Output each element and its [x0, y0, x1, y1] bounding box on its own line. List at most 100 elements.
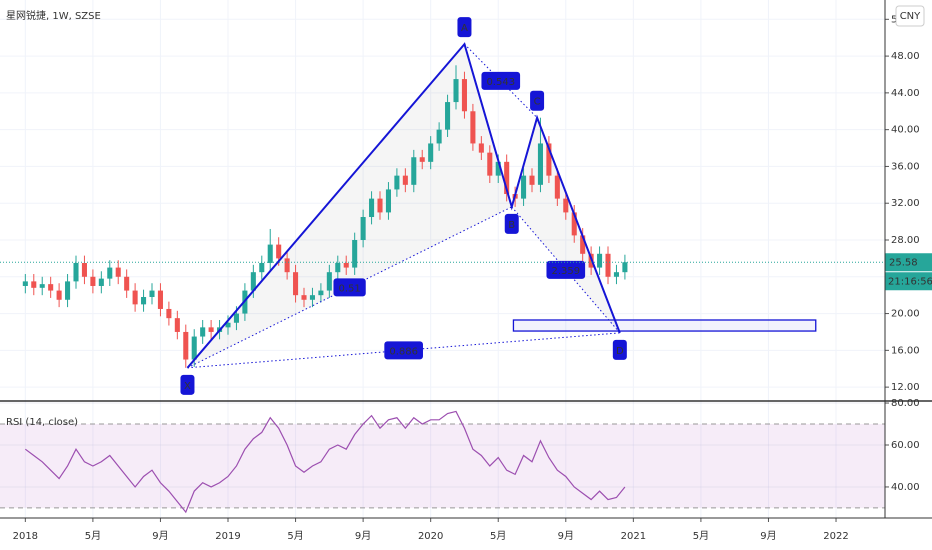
price-mask — [886, 0, 932, 8]
candle-body — [605, 253, 611, 277]
candle-body — [546, 143, 552, 176]
candle-body — [394, 175, 400, 190]
currency-label: CNY — [900, 11, 921, 22]
candle-body — [208, 327, 214, 332]
point-box — [180, 374, 195, 395]
candle-body — [81, 262, 87, 277]
rsi-title: RSI (14, close) — [6, 417, 78, 428]
candle-body — [537, 143, 543, 185]
y-tick-label: 80.00 — [891, 398, 920, 409]
point-box — [530, 90, 545, 111]
countdown-box — [885, 272, 932, 291]
point-box — [457, 17, 472, 38]
ratio-box — [384, 341, 423, 360]
candle-body — [529, 175, 535, 185]
candle-body — [352, 240, 358, 268]
x-tick-label: 2022 — [823, 531, 848, 542]
x-tick-label: 2019 — [215, 531, 240, 542]
ratio-label: 0.51 — [338, 283, 360, 294]
x-tick-label: 5月 — [287, 530, 303, 542]
point-label: C — [534, 97, 541, 108]
y-tick-label: 16.00 — [891, 345, 920, 356]
candle-body — [174, 318, 180, 332]
candle-body — [419, 157, 425, 162]
point-label: D — [616, 346, 624, 357]
candle-body — [385, 189, 391, 213]
x-tick-label: 9月 — [760, 530, 776, 542]
candle-body — [613, 272, 619, 277]
candle-body — [39, 284, 45, 288]
candle-body — [335, 262, 341, 273]
y-tick-label: 48.00 — [891, 51, 920, 62]
candle-body — [56, 290, 62, 300]
candle-body — [461, 79, 467, 112]
point-box — [612, 339, 627, 360]
candle-body — [259, 262, 265, 273]
last-price-label: 25.58 — [889, 257, 918, 268]
point-label: X — [184, 381, 191, 392]
symbol-title: 星网锐捷, 1W, SZSE — [6, 9, 101, 22]
candle-body — [115, 267, 121, 277]
candle-body — [124, 276, 130, 291]
price-pane: 0.543 0.51 2.359 0.886 X A B C D — [0, 17, 885, 395]
candle-body — [411, 157, 417, 185]
ratio-box — [546, 260, 586, 279]
candle-body — [107, 267, 113, 279]
candle-body — [132, 290, 138, 305]
point-box — [504, 213, 519, 234]
candle-body — [200, 327, 206, 337]
candle-body — [157, 290, 163, 309]
y-tick-label: 12.00 — [891, 382, 920, 393]
candle-body — [149, 290, 155, 298]
y-tick-label: 36.00 — [891, 161, 920, 172]
candle-body — [284, 258, 290, 273]
candle-body — [580, 235, 586, 254]
rsi-line — [24, 410, 626, 514]
currency-box — [895, 5, 925, 27]
ratio-box — [333, 278, 366, 297]
last-price-box — [885, 253, 932, 272]
candle-body — [453, 79, 459, 103]
candle-body — [225, 322, 231, 328]
ratio-box — [481, 71, 521, 90]
candle-body — [183, 331, 189, 360]
candle-body — [470, 111, 476, 144]
candle-body — [141, 297, 147, 305]
candle-body — [360, 217, 366, 240]
candle-body — [402, 175, 408, 185]
candle-body — [487, 152, 493, 176]
ratio-label: 0.886 — [389, 346, 418, 357]
candle-body — [445, 102, 451, 130]
x-tick-label: 2021 — [621, 531, 646, 542]
candle-body — [191, 336, 197, 360]
candle-body — [301, 295, 307, 300]
candle-body — [250, 272, 256, 291]
x-tick-label: 9月 — [152, 530, 168, 542]
countdown-label: 21:16:56 — [888, 276, 932, 287]
candle-body — [521, 175, 527, 199]
candle-body — [166, 308, 172, 319]
pattern-fill — [187, 44, 512, 368]
candle-body — [622, 262, 628, 273]
candle-body — [504, 161, 510, 195]
point-label: B — [508, 220, 515, 231]
candle-body — [31, 281, 37, 288]
candle-body — [597, 253, 603, 268]
candle-body — [309, 295, 315, 300]
candle-body — [318, 290, 324, 296]
candle-body — [22, 281, 28, 286]
candle-body — [571, 212, 577, 236]
x-tick-label: 5月 — [490, 530, 506, 542]
rsi-pane: RSI (14, close) — [0, 402, 885, 514]
ratio-label: 2.359 — [551, 266, 580, 277]
y-tick-label: 32.00 — [891, 198, 920, 209]
y-tick-label: 28.00 — [891, 235, 920, 246]
candle-body — [495, 161, 501, 176]
ratio-line — [464, 43, 538, 119]
grid — [0, 0, 885, 518]
y-tick-label: 40.00 — [891, 125, 920, 136]
candle-body — [563, 198, 569, 213]
ratio-label: 0.543 — [486, 77, 515, 88]
